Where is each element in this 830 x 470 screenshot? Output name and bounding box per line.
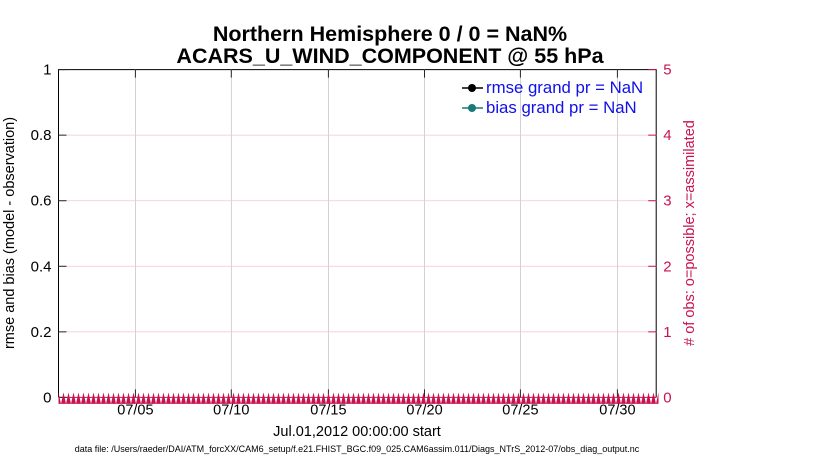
svg-text:4: 4 [663, 127, 671, 144]
svg-text:rmse grand pr = NaN: rmse grand pr = NaN [486, 78, 643, 97]
svg-text:07/25: 07/25 [502, 402, 538, 418]
svg-text:5: 5 [663, 62, 671, 79]
svg-text:0: 0 [663, 389, 671, 406]
svg-text:07/05: 07/05 [117, 402, 153, 418]
svg-text:bias grand pr = NaN: bias grand pr = NaN [486, 98, 637, 117]
svg-text:Jul.01,2012 00:00:00 start: Jul.01,2012 00:00:00 start [273, 424, 441, 440]
svg-text:0.2: 0.2 [31, 324, 52, 341]
svg-text:rmse and bias (model - observa: rmse and bias (model - observation) [2, 117, 18, 349]
svg-text:0.6: 0.6 [31, 193, 52, 210]
svg-text:07/10: 07/10 [213, 402, 249, 418]
svg-text:0: 0 [43, 389, 51, 406]
svg-text:07/20: 07/20 [406, 402, 442, 418]
svg-text:3: 3 [663, 193, 671, 210]
svg-text:data file: /Users/raeder/DAI/A: data file: /Users/raeder/DAI/ATM_forcXX/… [75, 444, 640, 454]
svg-text:# of obs: o=possible; x=assimi: # of obs: o=possible; x=assimilated [682, 120, 698, 346]
svg-text:07/15: 07/15 [310, 402, 346, 418]
svg-text:07/30: 07/30 [599, 402, 635, 418]
svg-text:1: 1 [663, 324, 671, 341]
svg-text:0.4: 0.4 [31, 258, 52, 275]
svg-text:1: 1 [43, 62, 51, 79]
svg-text:0.8: 0.8 [31, 127, 52, 144]
svg-text:2: 2 [663, 258, 671, 275]
